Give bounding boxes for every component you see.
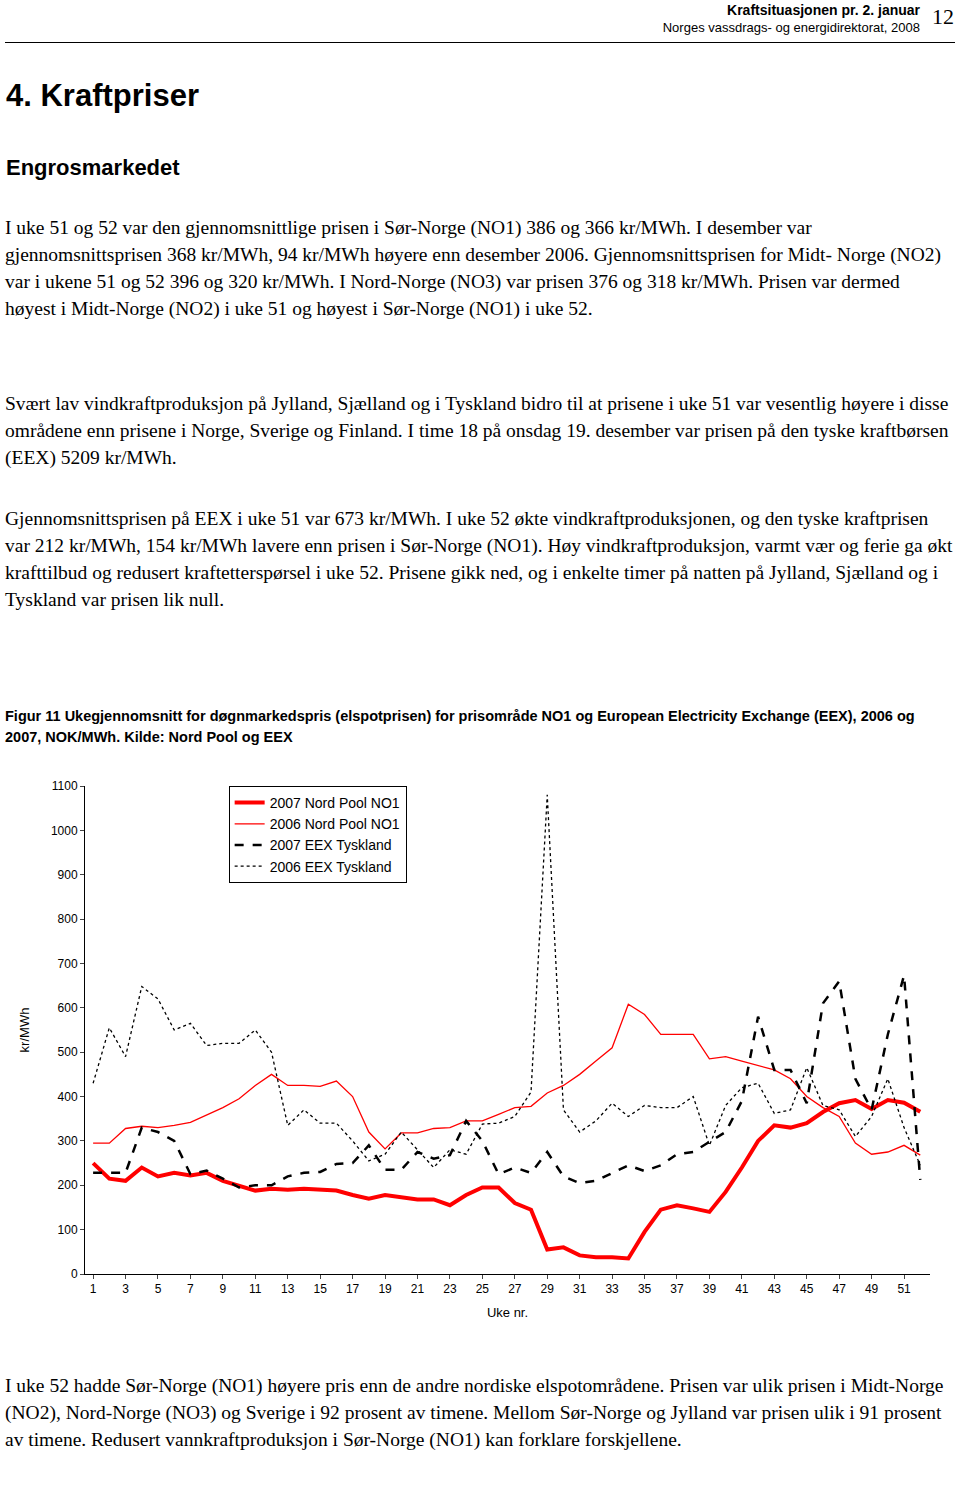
svg-text:9: 9 [220,1282,227,1296]
svg-text:23: 23 [443,1282,457,1296]
svg-text:200: 200 [58,1178,78,1192]
svg-text:300: 300 [58,1134,78,1148]
html-text:Norges vassdrags- og energidir: Norges vassdrags- og energidirektorat, 2… [662,20,920,35]
svg-text:1: 1 [90,1282,97,1296]
svg-text:21: 21 [411,1282,425,1296]
html-text:Engrosmarkedet: Engrosmarkedet [6,155,180,180]
svg-text:45: 45 [800,1282,814,1296]
svg-text:Uke nr.: Uke nr. [487,1305,528,1320]
html-text:12: 12 [932,4,954,29]
svg-text:47: 47 [832,1282,846,1296]
svg-text:41: 41 [735,1282,749,1296]
html-text:Svært lav vindkraftproduksjon: Svært lav vindkraftproduksjon på Jylland… [5,393,949,468]
html-text:Figur 11 Ukegjennomsnitt for d: Figur 11 Ukegjennomsnitt for døgnmarkeds… [5,708,915,745]
svg-text:2006 EEX Tyskland: 2006 EEX Tyskland [270,859,392,875]
svg-text:500: 500 [58,1045,78,1059]
svg-text:17: 17 [346,1282,360,1296]
svg-text:1000: 1000 [51,824,78,838]
svg-text:19: 19 [378,1282,392,1296]
svg-text:600: 600 [58,1001,78,1015]
svg-text:11: 11 [249,1282,262,1296]
svg-text:15: 15 [313,1282,327,1296]
svg-text:0: 0 [71,1267,78,1281]
svg-text:13: 13 [281,1282,295,1296]
svg-text:800: 800 [58,912,78,926]
svg-text:5: 5 [155,1282,162,1296]
svg-text:kr/MWh: kr/MWh [17,1008,32,1053]
svg-text:39: 39 [703,1282,717,1296]
svg-text:33: 33 [605,1282,619,1296]
svg-text:900: 900 [58,868,78,882]
svg-text:35: 35 [638,1282,652,1296]
svg-text:1100: 1100 [52,779,78,793]
html-text:I uke 52 hadde Sør-Norge (NO1): I uke 52 hadde Sør-Norge (NO1) høyere pr… [5,1375,944,1450]
svg-text:31: 31 [573,1282,587,1296]
svg-text:27: 27 [508,1282,522,1296]
svg-text:49: 49 [865,1282,879,1296]
svg-text:7: 7 [187,1282,194,1296]
html-text:I uke 51 og 52 var den gjennom: I uke 51 og 52 var den gjennomsnittlige … [5,217,941,319]
html-text:Gjennomsnittsprisen på EEX i u: Gjennomsnittsprisen på EEX i uke 51 var … [5,508,953,610]
svg-text:25: 25 [476,1282,490,1296]
svg-text:29: 29 [541,1282,555,1296]
svg-text:100: 100 [58,1223,78,1237]
svg-text:2007 Nord Pool NO1: 2007 Nord Pool NO1 [270,795,400,811]
svg-text:3: 3 [122,1282,129,1296]
svg-text:51: 51 [897,1282,911,1296]
html-text:Kraftsituasjonen pr. 2. januar: Kraftsituasjonen pr. 2. januar [727,2,920,18]
html-text:4. Kraftpriser: 4. Kraftpriser [6,78,199,113]
svg-text:2006 Nord Pool NO1: 2006 Nord Pool NO1 [270,816,400,832]
svg-text:37: 37 [670,1282,684,1296]
svg-text:2007 EEX Tyskland: 2007 EEX Tyskland [270,837,392,853]
svg-text:400: 400 [58,1090,78,1104]
svg-text:43: 43 [768,1282,782,1296]
svg-text:700: 700 [58,957,78,971]
